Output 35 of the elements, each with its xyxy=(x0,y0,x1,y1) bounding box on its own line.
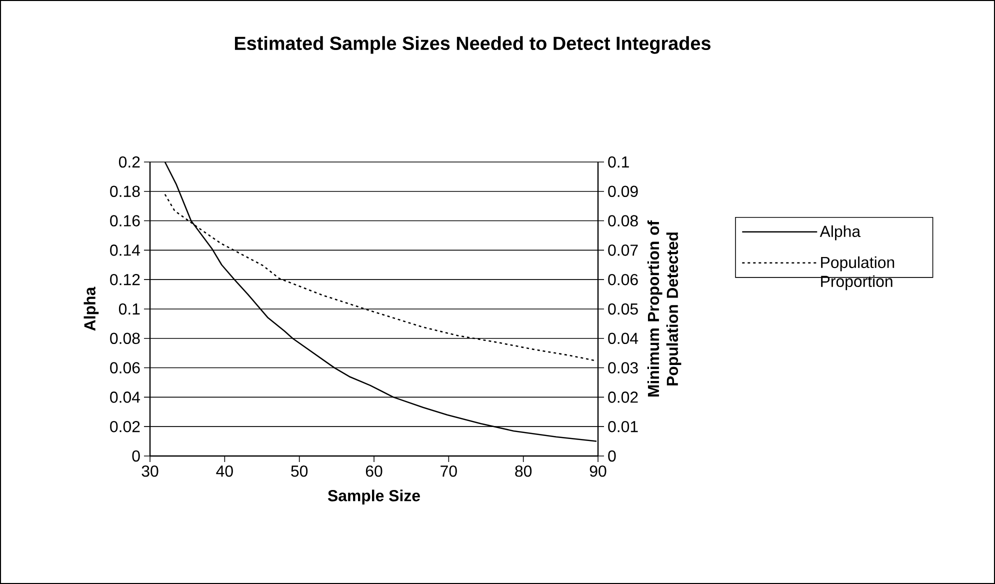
y2-tick-label: 0.05 xyxy=(608,303,638,315)
x-tick-label: 30 xyxy=(142,466,158,477)
x-tick-label: 40 xyxy=(216,466,233,477)
legend-label: Alpha xyxy=(820,225,861,240)
y-tick-label: 0.08 xyxy=(110,332,140,344)
y2-tick-label: 0.01 xyxy=(608,420,638,432)
chart-title: Estimated Sample Sizes Needed to Detect Integrades xyxy=(234,36,710,54)
y2-tick-label: 0.1 xyxy=(608,156,629,168)
x-tick-label: 60 xyxy=(366,466,382,477)
y-tick-label: 0.12 xyxy=(110,274,140,286)
y-tick-label: 0.04 xyxy=(110,392,140,403)
y-axis-title: Alpha xyxy=(84,286,99,331)
y2-tick-label: 0.03 xyxy=(608,362,638,374)
y2-axis-title: Minimum Proportion of Population Detected xyxy=(647,220,682,396)
y-tick-label: 0.1 xyxy=(118,303,140,315)
y-tick-label: 0.02 xyxy=(110,420,140,432)
x-tick-label: 80 xyxy=(515,466,532,477)
legend-label: Population Proportion xyxy=(821,256,894,290)
y-tick-label: 0.2 xyxy=(118,156,140,168)
x-tick-label: 90 xyxy=(590,466,606,477)
y2-tick-label: 0.04 xyxy=(608,332,638,344)
y2-tick-label: 0.06 xyxy=(608,274,638,286)
y-tick-label: 0.18 xyxy=(110,186,140,198)
y-tick-label: 0.16 xyxy=(110,215,140,226)
x-tick-label: 50 xyxy=(291,466,308,477)
y2-tick-label: 0.02 xyxy=(608,392,638,403)
y2-tick-label: 0.09 xyxy=(608,186,638,198)
y-tick-label: 0 xyxy=(132,450,140,462)
y2-tick-label: 0 xyxy=(608,450,616,462)
y2-tick-label: 0.08 xyxy=(608,215,638,226)
x-tick-label: 70 xyxy=(440,466,457,477)
y2-tick-label: 0.07 xyxy=(608,244,638,256)
y-tick-label: 0.06 xyxy=(110,362,140,374)
y-tick-label: 0.14 xyxy=(110,244,140,256)
x-axis-title: Sample Size xyxy=(328,490,420,504)
